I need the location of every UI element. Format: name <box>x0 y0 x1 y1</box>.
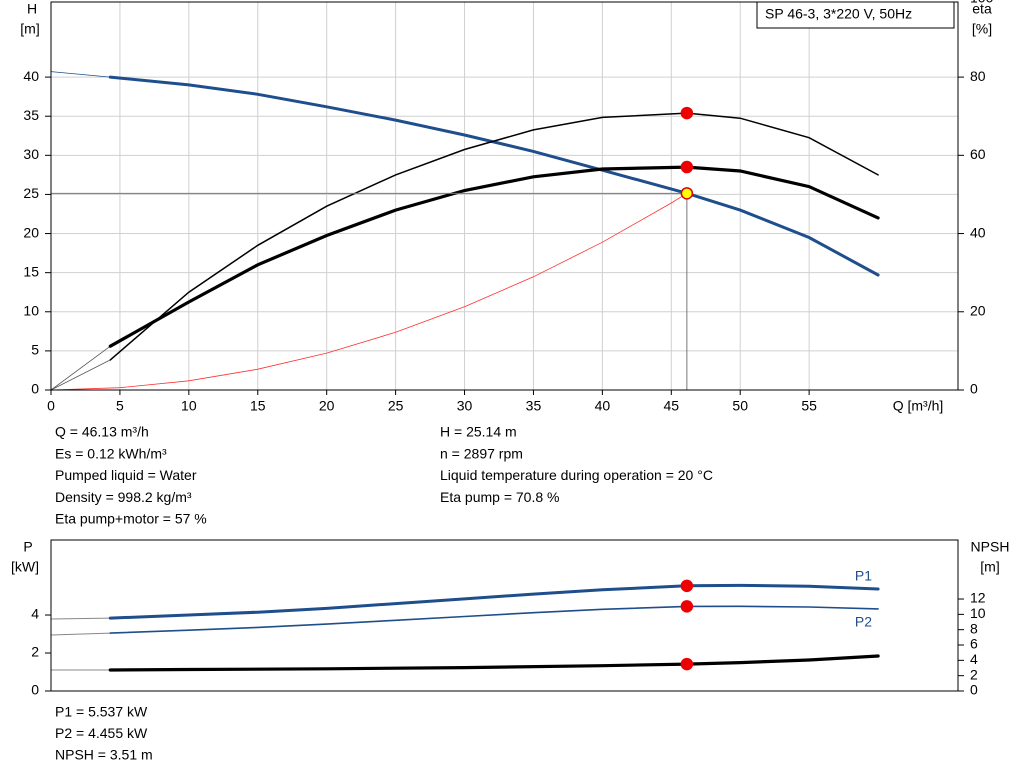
y-axis-label: H <box>27 1 37 17</box>
y2-tick-label: 100 <box>970 0 994 6</box>
info-text: Eta pump = 70.8 % <box>440 489 559 505</box>
curve <box>109 112 879 361</box>
y2-axis-label: [%] <box>972 21 992 37</box>
y-axis-label: [kW] <box>11 559 39 575</box>
y-tick-label: 2 <box>31 644 39 660</box>
y-tick-label: 4 <box>31 606 39 622</box>
plot-frame <box>50 539 959 692</box>
x-tick-label: 50 <box>732 398 748 414</box>
y2-tick-label: 2 <box>970 666 978 682</box>
operating-point <box>680 600 694 613</box>
x-tick-label: 20 <box>319 398 335 414</box>
x-tick-label: 5 <box>116 398 124 414</box>
y2-tick-label: 6 <box>970 636 978 652</box>
curve <box>108 654 880 672</box>
y2-axis-label: eta <box>972 1 992 17</box>
x-tick-label: 40 <box>595 398 611 414</box>
y2-axis-label: NPSH <box>971 539 1010 555</box>
x-tick-label: 55 <box>801 398 817 414</box>
curve <box>50 71 111 78</box>
y-tick-label: 25 <box>23 185 39 201</box>
operating-point <box>680 106 694 120</box>
y2-tick-label: 80 <box>970 68 986 84</box>
curve <box>108 165 880 348</box>
y-tick-label: 0 <box>31 682 39 698</box>
operating-point <box>680 187 694 200</box>
x-tick-label: 15 <box>250 398 266 414</box>
y2-tick-label: 60 <box>970 146 986 162</box>
y-tick-label: 15 <box>23 263 39 279</box>
info-text: NPSH = 3.51 m <box>55 747 153 763</box>
y-tick-label: 0 <box>31 381 39 397</box>
x-axis-label: Q [m³/h] <box>893 398 944 414</box>
x-tick-label: 10 <box>181 398 197 414</box>
x-tick-label: 30 <box>457 398 473 414</box>
curve <box>50 632 111 636</box>
y2-tick-label: 0 <box>970 381 978 397</box>
info-text: Q = 46.13 m³/h <box>55 424 149 440</box>
y-tick-label: 5 <box>31 342 39 358</box>
curve-label: P2 <box>855 614 872 630</box>
x-tick-label: 0 <box>47 398 55 414</box>
info-text: Density = 998.2 kg/m³ <box>55 489 192 505</box>
y-tick-label: 10 <box>23 302 39 318</box>
y-axis-label: [m] <box>20 21 39 37</box>
y2-tick-label: 4 <box>970 651 978 667</box>
operating-point <box>680 160 694 174</box>
y-tick-label: 20 <box>23 224 39 240</box>
y2-axis-label: [m] <box>980 559 999 575</box>
y-tick-label: 35 <box>23 107 39 123</box>
info-text: Pumped liquid = Water <box>55 467 197 483</box>
curve <box>50 359 111 391</box>
chart-title: SP 46-3, 3*220 V, 50Hz <box>765 6 912 22</box>
info-text: P1 = 5.537 kW <box>55 704 148 720</box>
x-tick-label: 35 <box>526 398 542 414</box>
info-text: Eta pump+motor = 57 % <box>55 511 207 527</box>
chart-panel: 0 5 10 15 20 25 30 35 40 45 50 55 0 5 10 15 20 25 30 35 40 0 2… <box>20 0 993 527</box>
y2-tick-label: 40 <box>970 224 986 240</box>
curve <box>50 345 111 391</box>
curve <box>50 617 111 620</box>
y-tick-label: 40 <box>23 68 39 84</box>
x-tick-label: 45 <box>663 398 679 414</box>
operating-point <box>680 579 694 593</box>
curve <box>108 75 880 277</box>
y2-tick-label: 0 <box>970 682 978 698</box>
curve <box>108 583 880 620</box>
curve <box>109 605 879 634</box>
y-tick-label: 30 <box>23 146 39 162</box>
x-tick-label: 25 <box>388 398 404 414</box>
info-text: Es = 0.12 kWh/m³ <box>55 445 167 461</box>
curve <box>50 192 688 391</box>
info-text: H = 25.14 m <box>440 424 517 440</box>
y-axis-label: P <box>23 539 32 555</box>
info-text: n = 2897 rpm <box>440 445 523 461</box>
operating-point <box>680 657 694 671</box>
y2-tick-label: 20 <box>970 302 986 318</box>
title-box <box>756 1 955 29</box>
info-text: Liquid temperature during operation = 20… <box>440 467 713 483</box>
y2-tick-label: 12 <box>970 590 986 606</box>
plot-frame <box>50 1 959 391</box>
info-text: P2 = 4.455 kW <box>55 725 148 741</box>
y2-tick-label: 8 <box>970 620 978 636</box>
curve-label: P1 <box>855 568 872 584</box>
y2-tick-label: 10 <box>970 605 986 621</box>
